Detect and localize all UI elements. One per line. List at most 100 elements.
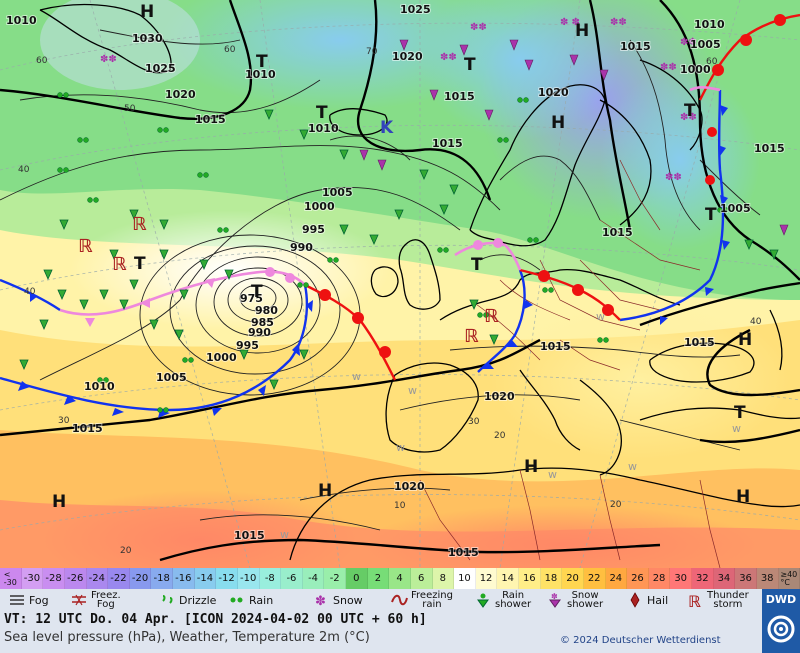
legend-item-drizzle: Drizzle (158, 589, 216, 611)
temperature-scale-cell: 36 (735, 568, 757, 589)
sst-label: 60 (706, 57, 718, 67)
copyright: © 2024 Deutscher Wetterdienst (560, 635, 721, 646)
temperature-scale-cell: 12 (475, 568, 498, 589)
svg-text:✽✽: ✽✽ (660, 62, 677, 73)
sst-label: 30 (468, 417, 480, 427)
isobar-label: 990 (290, 241, 313, 254)
svg-text:✽ ✽: ✽ ✽ (560, 17, 580, 28)
isobar-label: 1020 (392, 50, 423, 63)
high-pressure-center: H (524, 457, 538, 477)
isobar-label: 1010 (6, 14, 37, 27)
thunderstorm-symbols: ℝ ℝ ℝ ℝ ℝ (78, 214, 499, 347)
legend-item-fog: Fog (8, 589, 49, 611)
legend-label: Snow (333, 593, 363, 607)
high-pressure-center: H (140, 2, 154, 22)
temperature-scale-cell: -6 (281, 568, 303, 589)
temperature-scale-cell: 34 (713, 568, 736, 589)
isobar-label: 1010 (245, 68, 276, 81)
svg-text:✽✽: ✽✽ (100, 54, 117, 65)
temperature-scale-cell: 2 (367, 568, 390, 589)
rain-shower-symbols (19, 109, 779, 390)
isobar-label: 980 (255, 304, 278, 317)
isobar-label: 1000 (206, 351, 237, 364)
temperature-scale-cell: 38 (756, 568, 779, 589)
temperature-scale-cell: 22 (583, 568, 606, 589)
rain-symbols (57, 92, 729, 413)
isobar-label: 1015 (620, 40, 651, 53)
temperature-scale-cell: 8 (432, 568, 455, 589)
temperature-scale-cell: -16 (173, 568, 195, 589)
isobar-label: 1000 (304, 200, 335, 213)
isobar-label: 1005 (720, 202, 751, 215)
svg-text:✽✽: ✽✽ (610, 17, 627, 28)
legend-label: Fog (29, 593, 49, 607)
legend-label: Thunder storm (707, 590, 749, 610)
occlusions (59, 85, 721, 327)
pressure-centers: H H H H H H H H T T T T T T T T T K (52, 2, 752, 512)
temperature-scale-cell: -30 (21, 568, 44, 589)
map-canvas: ✽✽ ✽✽ ✽ ✽ ✽✽ ✽✽ ✽✽ ✽✽ ✽✽ ✽✽ ℝ ℝ ℝ ℝ ℝ w w… (0, 0, 800, 568)
dwd-swirl-icon (767, 615, 795, 643)
isobar-label: 1015 (72, 422, 103, 435)
svg-text:ℝ: ℝ (132, 214, 147, 235)
low-pressure-center: T (471, 255, 483, 275)
snow-shower-icon: ✽ (549, 592, 561, 608)
legend-item-snow-shower: ✽ Snow shower (546, 589, 603, 611)
snow-symbols: ✽✽ ✽✽ ✽ ✽ ✽✽ ✽✽ ✽✽ ✽✽ ✽✽ ✽✽ (100, 17, 789, 236)
svg-text:✽: ✽ (551, 592, 558, 601)
rain-icon (230, 597, 243, 603)
haze-symbols: w w w w w w w w (280, 310, 741, 541)
isobar-label: 1005 (690, 38, 721, 51)
legend-label: Rain shower (495, 590, 532, 610)
svg-text:w: w (408, 384, 417, 397)
isobar-label: 1005 (322, 186, 353, 199)
temperature-scale-cell: -10 (237, 568, 260, 589)
high-pressure-center: H (575, 21, 589, 41)
temperature-scale: < -30 -30 -28 -26 -24 -22 -20 -18 -16 -14 -12 -10 -8… (0, 568, 800, 589)
low-pressure-center: T (464, 55, 476, 75)
temperature-scale-cell: 6 (410, 568, 433, 589)
svg-text:✽✽: ✽✽ (470, 22, 487, 33)
isobar-label: 1015 (195, 113, 226, 126)
svg-text:✽✽: ✽✽ (665, 172, 682, 183)
coastlines (39, 3, 800, 561)
temperature-scale-cell: 26 (627, 568, 649, 589)
fog-icon (10, 595, 24, 605)
isobar-label: 1015 (448, 546, 479, 559)
isobar-label: 1025 (145, 62, 176, 75)
isobar-label: 1010 (84, 380, 115, 393)
map-description: Sea level pressure (hPa), Weather, Tempe… (4, 630, 370, 645)
svg-text:w: w (596, 310, 605, 323)
temperature-scale-cell: 16 (519, 568, 541, 589)
legend-label: Snow shower (567, 590, 604, 610)
temperature-scale-cell: -24 (86, 568, 109, 589)
temperature-scale-cell: 28 (648, 568, 671, 589)
legend-item-rain-shower: Rain shower (474, 589, 531, 611)
high-pressure-center: H (318, 481, 332, 501)
isobar-label: 975 (240, 292, 263, 305)
temperature-scale-cell: 14 (497, 568, 519, 589)
low-pressure-center: T (684, 101, 696, 121)
sst-label: 60 (36, 56, 48, 66)
low-pressure-center: T (705, 205, 717, 225)
temperature-scale-cell: -14 (194, 568, 217, 589)
svg-text:ℝ: ℝ (688, 592, 701, 608)
svg-text:w: w (352, 370, 361, 383)
temperature-scale-cell: -2 (324, 568, 346, 589)
sst-label: 40 (24, 287, 36, 297)
temperature-scale-cell: 30 (670, 568, 692, 589)
legend-label: Drizzle (179, 593, 217, 607)
isobar-label: 1015 (602, 226, 633, 239)
high-pressure-center: H (551, 113, 565, 133)
temperature-scale-cell: 24 (605, 568, 628, 589)
graticule (0, 0, 800, 568)
snow-icon: ✽ (315, 594, 326, 608)
svg-text:w: w (280, 528, 289, 541)
high-pressure-center: H (52, 492, 66, 512)
low-pressure-center: T (134, 254, 146, 274)
temperature-field (0, 0, 800, 568)
legend-item-snow: ✽ Snow (312, 589, 363, 611)
legend-item-rain: Rain (228, 589, 273, 611)
country-borders (419, 159, 721, 568)
isobar-label: 1020 (484, 390, 515, 403)
